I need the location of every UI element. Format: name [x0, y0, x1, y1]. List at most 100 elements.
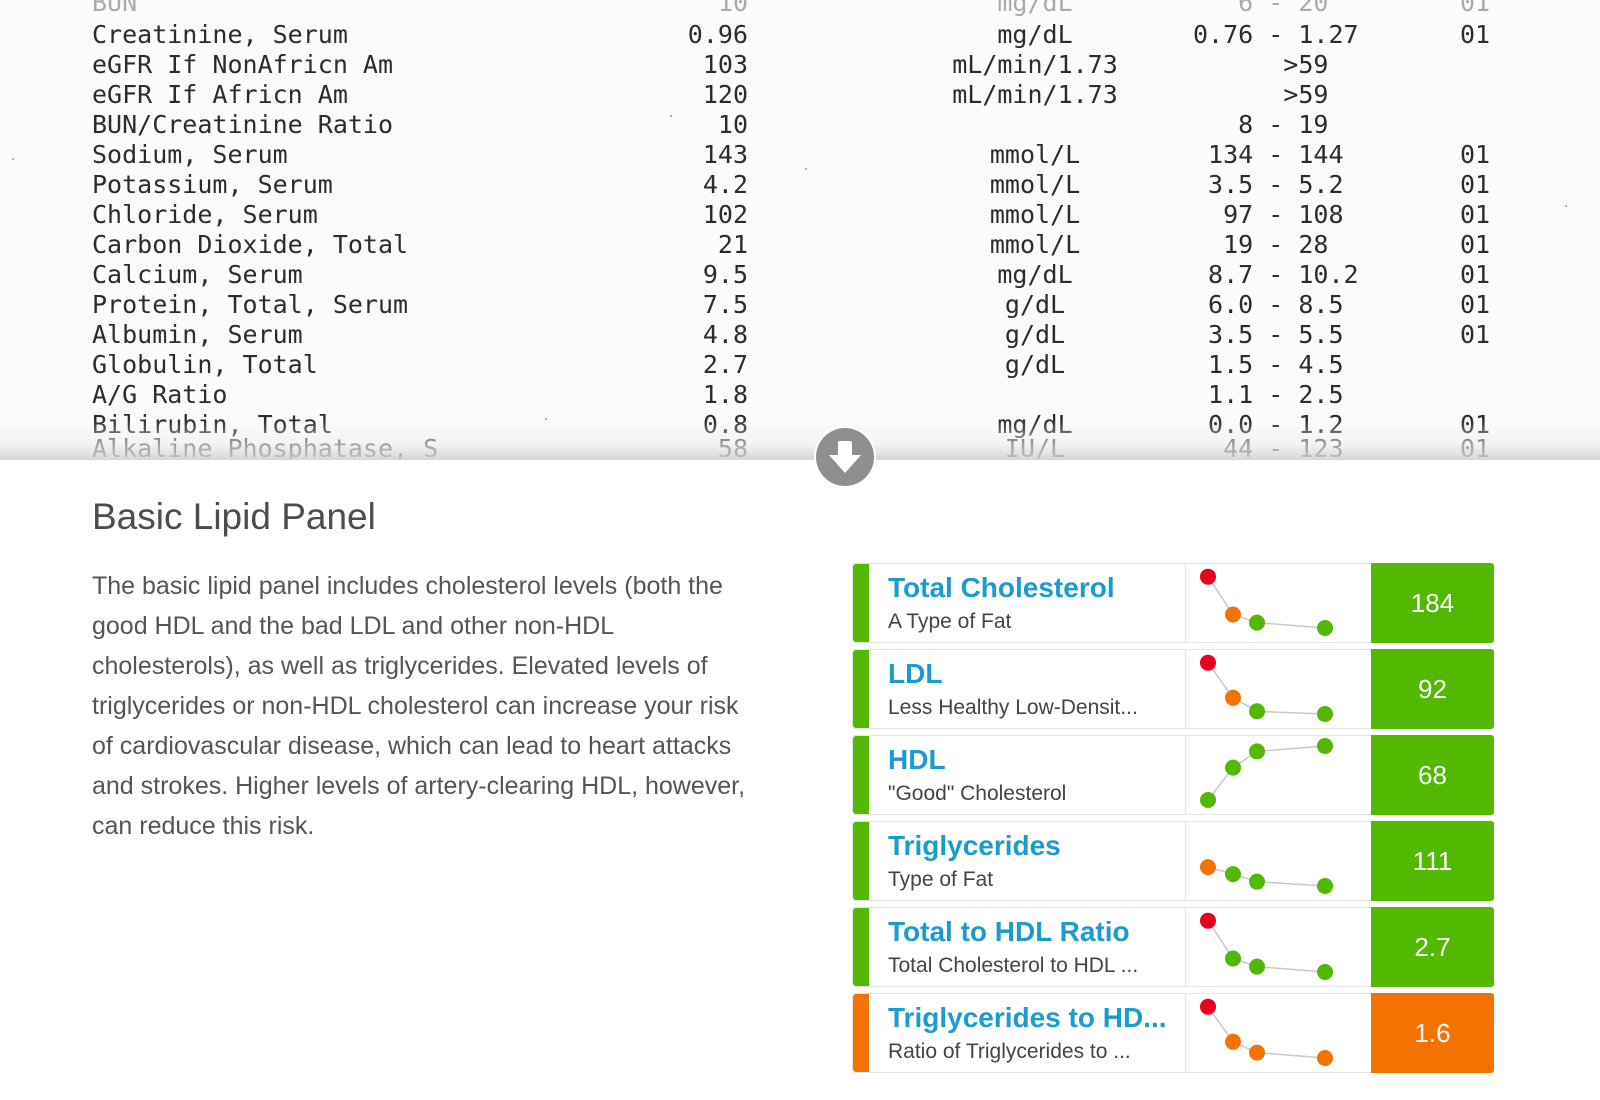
report-name: Sodium, Serum: [92, 140, 288, 169]
report-value: 2.7: [702, 350, 748, 379]
report-unit: mmol/L: [989, 230, 1081, 259]
trend-point: [1225, 1033, 1241, 1050]
lipid-row[interactable]: Triglycerides to HD... Ratio of Triglycer…: [852, 993, 1494, 1073]
trend-point: [1225, 689, 1241, 706]
report-name: Calcium, Serum: [92, 260, 303, 289]
report-name: Chloride, Serum: [92, 200, 318, 229]
trend-point: [1317, 620, 1333, 636]
trend-sparkline: [1185, 994, 1372, 1072]
status-bar: [853, 908, 869, 986]
report-unit: mg/dL: [997, 260, 1073, 289]
report-ref: 8.7 - 10.2: [1193, 260, 1359, 289]
trend-point: [1249, 1044, 1265, 1061]
trend-point: [1317, 878, 1333, 894]
report-row-cut-top: BUN 10 mg/dL 6 - 20 01: [92, 0, 1491, 17]
trend-sparkline: [1185, 908, 1372, 986]
report-unit: mg/dL: [997, 20, 1073, 49]
lipid-value-badge: 1.6: [1371, 993, 1494, 1073]
trend-sparkline: [1185, 650, 1372, 728]
report-value: 102: [702, 200, 748, 229]
status-bar: [853, 822, 869, 900]
lipid-subtitle: Less Healthy Low-Densit...: [888, 696, 1138, 719]
report-name: eGFR If Africn Am: [92, 80, 348, 109]
report-ref: >59: [1193, 50, 1329, 79]
report-flag: 01: [1460, 20, 1491, 49]
report-name: BUN/Creatinine Ratio: [92, 110, 394, 139]
lipid-row[interactable]: Triglycerides Type of Fat 111: [852, 821, 1494, 901]
report-unit: g/dL: [1004, 350, 1066, 379]
report-ref: 1.1 - 2.5: [1193, 380, 1344, 409]
lipid-row[interactable]: LDL Less Healthy Low-Densit... 92: [852, 649, 1494, 729]
report-row: Protein, Total, Serum 7.5 g/dL 6.0 - 8.5 01: [0, 290, 1600, 320]
lipid-subtitle: A Type of Fat: [888, 610, 1012, 633]
lipid-subtitle: Type of Fat: [888, 868, 994, 891]
trend-sparkline: [1185, 822, 1372, 900]
report-flag: 01: [1460, 320, 1491, 349]
trend-point: [1200, 792, 1216, 808]
report-unit: mmol/L: [989, 140, 1081, 169]
scroll-down-button[interactable]: [816, 428, 874, 486]
trend-point: [1200, 654, 1216, 671]
report-ref: 134 - 144: [1193, 140, 1344, 169]
report-value: 10: [717, 110, 748, 139]
report-ref: >59: [1193, 80, 1329, 109]
trend-point: [1200, 998, 1216, 1015]
report-name: eGFR If NonAfricn Am: [92, 50, 394, 79]
trend-line: [1207, 662, 1326, 715]
report-row: Calcium, Serum 9.5 mg/dL 8.7 - 10.2 01: [0, 260, 1600, 290]
trend-line: [1207, 866, 1326, 887]
lipid-value-badge: 2.7: [1371, 907, 1494, 987]
trend-point: [1249, 873, 1265, 890]
lipid-name-link[interactable]: Total to HDL Ratio: [888, 916, 1130, 947]
lipid-row[interactable]: Total Cholesterol A Type of Fat 184: [852, 563, 1494, 643]
lipid-name-link[interactable]: Triglycerides: [888, 830, 1061, 861]
status-bar: [853, 736, 869, 814]
trend-sparkline: [1185, 564, 1372, 642]
report-value: 143: [702, 140, 748, 169]
lipid-subtitle: "Good" Cholesterol: [888, 782, 1067, 805]
trend-point: [1317, 706, 1333, 722]
trend-sparkline: [1185, 736, 1372, 814]
report-name: Protein, Total, Serum: [92, 290, 409, 319]
report-unit: g/dL: [1004, 320, 1066, 349]
lipid-value-badge: 92: [1371, 649, 1494, 729]
status-bar: [853, 650, 869, 728]
report-name: A/G Ratio: [92, 380, 228, 409]
report-ref: 6.0 - 8.5: [1193, 290, 1344, 319]
report-flag: 01: [1460, 140, 1491, 169]
report-unit: g/dL: [1004, 290, 1066, 319]
report-value: 4.2: [702, 170, 748, 199]
trend-point: [1249, 743, 1265, 760]
report-row: A/G Ratio 1.8 1.1 - 2.5: [0, 380, 1600, 410]
report-flag: 01: [1460, 260, 1491, 289]
report-unit: mL/min/1.73: [952, 50, 1118, 79]
trend-line: [1207, 576, 1326, 629]
report-row: eGFR If Africn Am 120 mL/min/1.73 >59: [0, 80, 1600, 110]
lipid-subtitle: Ratio of Triglycerides to ...: [888, 1040, 1131, 1063]
report-unit: mmol/L: [989, 170, 1081, 199]
report-row: BUN/Creatinine Ratio 10 8 - 19: [0, 110, 1600, 140]
lipid-row[interactable]: Total to HDL Ratio Total Cholesterol to H…: [852, 907, 1494, 987]
report-value: 7.5: [702, 290, 748, 319]
report-unit: mmol/L: [989, 200, 1081, 229]
lipid-subtitle: Total Cholesterol to HDL ...: [888, 954, 1139, 977]
report-value: 120: [702, 80, 748, 109]
panel-title: Basic Lipid Panel: [92, 496, 376, 537]
report-flag: 01: [1460, 290, 1491, 319]
trend-line: [1207, 1006, 1326, 1059]
lipid-name-link[interactable]: LDL: [888, 658, 943, 689]
report-unit: mL/min/1.73: [952, 80, 1118, 109]
lipid-name-link[interactable]: HDL: [888, 744, 946, 775]
lipid-results-list: Total Cholesterol A Type of Fat 184 LDL Less…: [852, 563, 1494, 1079]
lipid-name-link[interactable]: Total Cholesterol: [888, 572, 1115, 603]
trend-line: [1207, 745, 1326, 801]
report-row: Albumin, Serum 4.8 g/dL 3.5 - 5.5 01: [0, 320, 1600, 350]
trend-line: [1207, 920, 1326, 973]
report-row: Sodium, Serum 143 mmol/L 134 - 144 01: [0, 140, 1600, 170]
lipid-row[interactable]: HDL "Good" Cholesterol 68: [852, 735, 1494, 815]
report-flag: 01: [1460, 200, 1491, 229]
lipid-name-link[interactable]: Triglycerides to HD...: [888, 1002, 1167, 1033]
trend-point: [1200, 568, 1216, 585]
report-row: Potassium, Serum 4.2 mmol/L 3.5 - 5.2 01: [0, 170, 1600, 200]
trend-point: [1225, 606, 1241, 623]
